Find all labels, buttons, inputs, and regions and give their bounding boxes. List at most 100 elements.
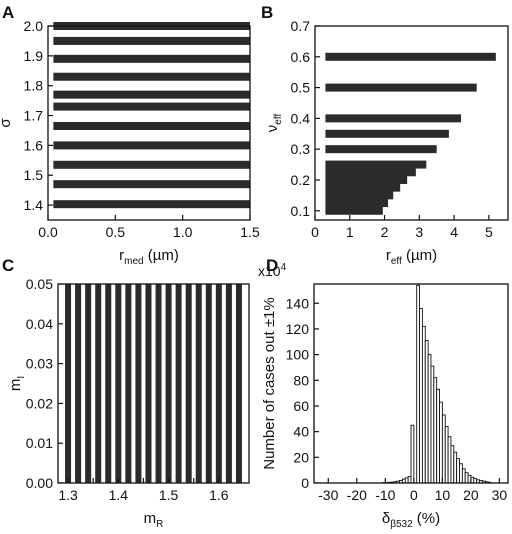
y-tick-label-d-2: 40 [293,424,309,440]
bar-a-4 [53,121,251,130]
x-tick-label-b-4: 4 [450,224,458,240]
x-tick-label-a-2: 1.0 [173,224,193,240]
y-multiplier-d: x104 [258,262,287,279]
bar-b-6 [325,160,427,169]
bar-c-14 [205,284,212,483]
bar-c-4 [105,284,112,483]
bar-c-16 [225,284,232,483]
y-tick-label-a-1: 1.5 [24,167,44,183]
bar-a-0 [53,200,251,209]
bar-b-9 [325,114,462,123]
chart-b: 0 1 2 3 4 5 0.1 0.2 0.3 0.4 0.5 0.6 0.7 reff (µm) νeff [264,18,509,267]
bar-c-5 [115,284,122,483]
bar-c-2 [85,284,92,483]
bar-c-13 [195,284,202,483]
x-tick-label-d-6: 30 [492,487,508,503]
y-axis-label-b: νeff [264,114,284,133]
x-tick-label-c-4: 1.5 [159,487,179,503]
y-tick-label-c-2: 0.02 [26,395,53,411]
x-tick-label-b-5: 5 [485,224,493,240]
y-tick-label-c-4: 0.04 [26,316,53,332]
chart-c: 1.3 1.4 1.5 1.6 0.00 0.01 0.02 0.03 0.04 0.05 mR mI [7,276,250,530]
bar-a-5 [53,102,251,111]
y-tick-label-a-4: 1.8 [24,78,44,94]
x-tick-label-d-5: 20 [463,487,479,503]
y-tick-label-a-6: 2.0 [24,18,44,34]
bar-b-5 [325,168,416,177]
y-tick-label-b-5: 0.6 [291,49,311,65]
bar-b-7 [325,145,437,154]
x-tick-label-a-3: 1.5 [240,224,260,240]
x-axis-label-d: δβ532 (%) [382,510,440,530]
panel-label-d: D [266,256,278,275]
y-tick-label-b-1: 0.2 [291,172,311,188]
y-tick-label-d-4: 80 [293,372,309,388]
y-tick-label-b-6: 0.7 [291,18,311,34]
bar-c-9 [155,284,162,483]
x-tick-label-b-1: 1 [346,224,354,240]
x-axis-label-c: mR [144,510,164,530]
bar-b-4 [325,175,408,184]
bar-c-1 [75,284,82,483]
y-tick-label-b-4: 0.5 [291,80,311,96]
bar-c-17 [235,284,242,483]
plot-frame-a [47,25,251,221]
bar-c-7 [135,284,142,483]
plot-frame-b [314,25,509,221]
x-tick-label-d-3: 0 [410,487,418,503]
y-tick-label-a-5: 1.9 [24,48,44,64]
hist-bar-10 [410,424,415,484]
y-tick-label-b-0: 0.1 [291,203,311,219]
bar-a-2 [53,160,251,169]
bar-a-9 [53,36,251,45]
y-tick-label-b-2: 0.3 [291,141,311,157]
bar-c-10 [165,284,172,483]
x-tick-label-d-2: -10 [375,487,395,503]
bar-a-1 [53,180,251,189]
y-tick-label-b-3: 0.4 [291,110,311,126]
bar-b-2 [325,191,394,200]
x-tick-label-b-2: 2 [381,224,389,240]
bar-c-8 [145,284,152,483]
x-tick-label-d-1: -20 [347,487,367,503]
panel-label-b: B [261,3,273,22]
x-axis-label-b: reff (µm) [386,247,437,267]
bar-c-12 [185,284,192,483]
bar-b-8 [325,129,449,138]
y-tick-label-c-3: 0.03 [26,356,53,372]
bar-c-3 [95,284,102,483]
plot-frame-c [57,283,250,484]
bar-a-7 [53,72,251,81]
bar-a-3 [53,141,251,150]
x-tick-label-c-6: 1.6 [209,487,229,503]
bar-a-8 [53,54,251,63]
x-tick-label-c-2: 1.4 [109,487,129,503]
y-tick-label-d-6: 120 [286,321,310,337]
bar-c-15 [215,284,222,483]
x-axis-label-a: rmed (µm) [119,247,179,267]
y-tick-label-d-7: 140 [286,295,310,311]
x-tick-label-a-1: 0.5 [106,224,126,240]
x-tick-label-d-4: 10 [435,487,451,503]
y-tick-label-c-1: 0.01 [26,435,53,451]
x-tick-label-c-0: 1.3 [58,487,78,503]
chart-a: 0.0 0.5 1.0 1.5 1.4 1.5 1.6 1.7 1.8 1.9 2.0 rmed (µ… [0,18,260,267]
y-tick-label-c-0: 0.00 [26,475,53,491]
x-tick-label-b-0: 0 [311,224,319,240]
x-tick-label-d-0: -30 [318,487,338,503]
bar-c-11 [175,284,182,483]
y-tick-label-d-3: 60 [293,398,309,414]
y-axis-label-c: mI [7,376,27,391]
y-tick-label-a-2: 1.6 [24,137,44,153]
panel-label-a: A [2,3,14,22]
bar-b-3 [325,183,401,192]
bar-b-11 [325,52,496,61]
bar-c-0 [65,284,72,483]
y-tick-label-a-3: 1.7 [24,108,44,124]
x-tick-label-a-0: 0.0 [38,224,58,240]
y-tick-label-d-5: 100 [286,347,310,363]
panel-label-c: C [2,256,14,275]
chart-d: -30 -20 -10 0 10 20 30 0 20 40 60 80 100 120 140 δβ532 … [258,262,509,530]
x-tick-label-b-3: 3 [415,224,423,240]
